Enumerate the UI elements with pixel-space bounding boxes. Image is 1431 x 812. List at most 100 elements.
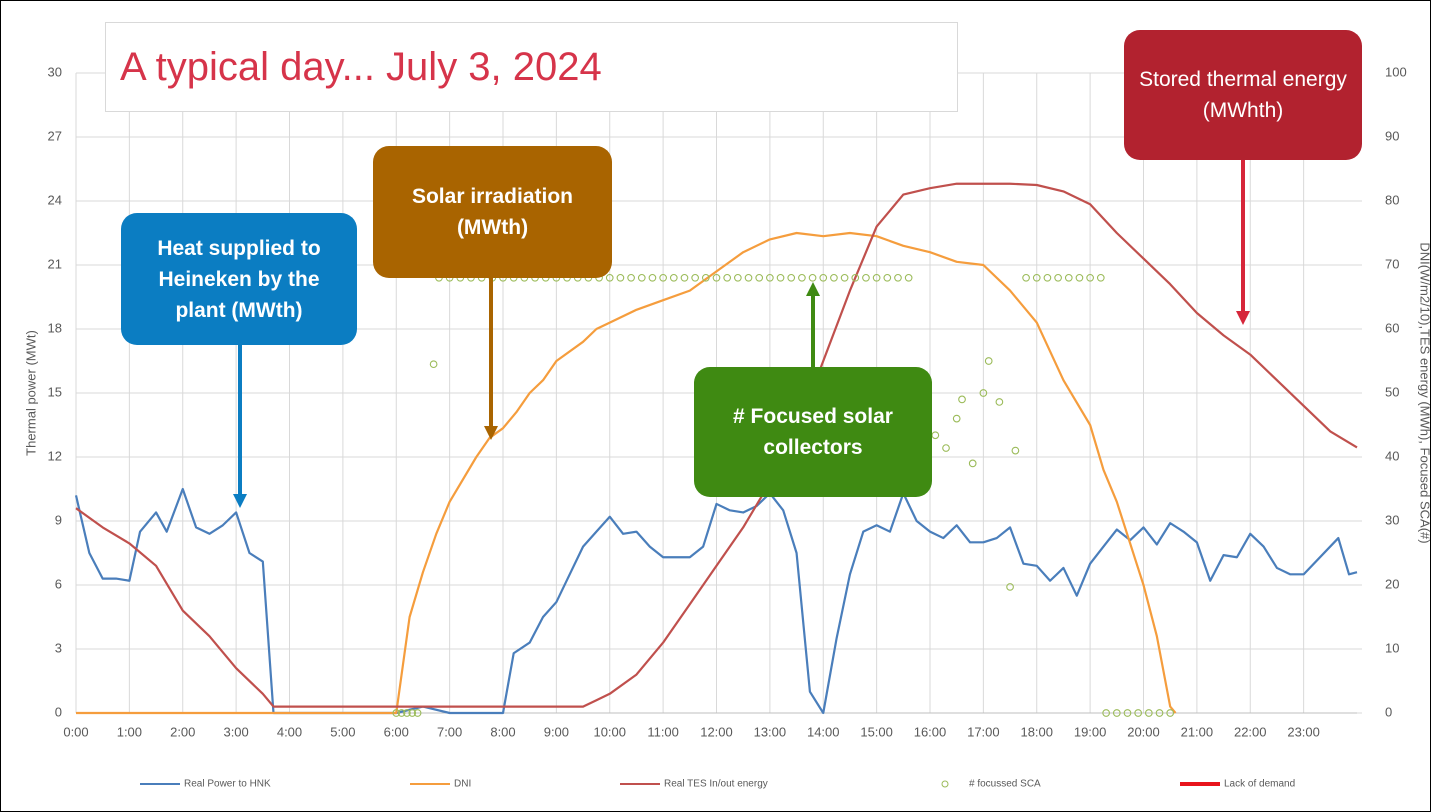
- y-tick-label: 9: [55, 512, 62, 527]
- scatter-point: [429, 360, 438, 369]
- y2-tick-label: 40: [1385, 448, 1399, 463]
- x-tick-label: 2:00: [170, 724, 195, 739]
- y2-tick-label: 50: [1385, 384, 1399, 399]
- x-tick-label: 20:00: [1127, 724, 1160, 739]
- y-tick-label: 6: [55, 576, 62, 591]
- scatter-point: [1086, 273, 1094, 282]
- y-tick-label: 0: [55, 704, 62, 719]
- scatter-point: [1102, 709, 1110, 717]
- x-tick-label: 8:00: [490, 724, 515, 739]
- scatter-point: [648, 273, 657, 282]
- x-tick-label: 4:00: [277, 724, 302, 739]
- legend-label: # focussed SCA: [969, 779, 1041, 790]
- scatter-point: [808, 273, 817, 282]
- x-tick-label: 3:00: [223, 724, 248, 739]
- annotation-arrowhead: [806, 282, 820, 296]
- scatter-point: [942, 444, 950, 452]
- scatter-point: [403, 709, 411, 717]
- x-tick-label: 14:00: [807, 724, 840, 739]
- scatter-point: [952, 414, 961, 423]
- legend-label: DNI: [454, 779, 471, 790]
- scatter-point: [627, 273, 635, 282]
- y2-tick-label: 100: [1385, 64, 1407, 79]
- scatter-point: [984, 357, 993, 365]
- y2-tick-label: 70: [1385, 256, 1399, 271]
- legend-label: Real Power to HNK: [184, 779, 271, 790]
- legend-label: Lack of demand: [1224, 779, 1295, 790]
- x-tick-label: 13:00: [754, 724, 787, 739]
- scatter-point: [712, 273, 721, 282]
- x-tick-label: 15:00: [860, 724, 893, 739]
- y-tick-label: 27: [48, 128, 62, 143]
- x-tick-label: 12:00: [700, 724, 733, 739]
- annotation-arrowhead: [233, 494, 247, 508]
- scatter-point: [744, 273, 753, 282]
- scatter-point: [1011, 446, 1020, 455]
- y-tick-label: 3: [55, 640, 62, 655]
- scatter-point: [904, 273, 913, 282]
- scatter-point: [1075, 273, 1084, 282]
- series-line: [76, 231, 1177, 715]
- x-tick-label: 6:00: [384, 724, 409, 739]
- scatter-point: [733, 273, 742, 282]
- scatter-point: [392, 709, 401, 717]
- scatter-point: [605, 273, 614, 282]
- scatter-point: [787, 273, 796, 282]
- x-tick-label: 10:00: [593, 724, 626, 739]
- y2-tick-label: 20: [1385, 576, 1399, 591]
- scatter-point: [766, 273, 774, 282]
- x-tick-label: 23:00: [1287, 724, 1320, 739]
- scatter-point: [995, 398, 1004, 406]
- scatter-point: [1006, 583, 1014, 591]
- x-tick-label: 5:00: [330, 724, 355, 739]
- scatter-point: [931, 431, 940, 440]
- annotation: Solar irradiation (MWth): [373, 146, 612, 278]
- scatter-point: [1123, 709, 1132, 717]
- scatter-point: [776, 273, 785, 282]
- x-tick-label: 21:00: [1181, 724, 1214, 739]
- scatter-point: [894, 273, 902, 282]
- y2-tick-label: 0: [1385, 704, 1392, 719]
- scatter-point: [1166, 709, 1175, 717]
- scatter-point: [691, 273, 700, 282]
- scatter-point: [883, 273, 892, 282]
- scatter-point: [798, 273, 806, 282]
- annotation-arrowhead: [484, 426, 498, 440]
- scatter-point: [1134, 709, 1143, 717]
- y-tick-label: 12: [48, 448, 62, 463]
- x-tick-label: 17:00: [967, 724, 1000, 739]
- scatter-point: [1112, 709, 1121, 717]
- series-line: [75, 182, 1358, 708]
- scatter-point: [1064, 273, 1073, 282]
- scatter-point: [840, 273, 849, 282]
- y2-tick-label: 60: [1385, 320, 1399, 335]
- y-tick-label: 18: [48, 320, 62, 335]
- y-axis-label: Thermal power (MWt): [23, 330, 38, 456]
- scatter-point: [680, 273, 689, 282]
- x-tick-label: 9:00: [544, 724, 569, 739]
- y-tick-label: 24: [48, 192, 62, 207]
- chart-title: A typical day... July 3, 2024: [105, 22, 958, 112]
- scatter-point: [1032, 273, 1041, 282]
- y2-tick-label: 30: [1385, 512, 1399, 527]
- legend-label: Real TES In/out energy: [664, 779, 768, 790]
- scatter-point: [979, 389, 988, 397]
- x-tick-label: 18:00: [1020, 724, 1053, 739]
- x-tick-label: 1:00: [117, 724, 142, 739]
- x-tick-label: 0:00: [63, 724, 88, 739]
- scatter-point: [701, 273, 710, 282]
- annotation: Stored thermal energy (MWhth): [1124, 30, 1362, 160]
- y-tick-label: 15: [48, 384, 62, 399]
- scatter-point: [851, 273, 860, 282]
- x-tick-label: 11:00: [647, 724, 679, 739]
- legend-marker: [941, 780, 949, 788]
- scatter-point: [408, 709, 417, 717]
- scatter-point: [830, 273, 838, 282]
- scatter-point: [968, 459, 977, 468]
- scatter-point: [755, 273, 764, 282]
- scatter-point: [1096, 273, 1105, 282]
- y2-tick-label: 80: [1385, 192, 1399, 207]
- scatter-point: [872, 273, 881, 282]
- y2-tick-label: 90: [1385, 128, 1399, 143]
